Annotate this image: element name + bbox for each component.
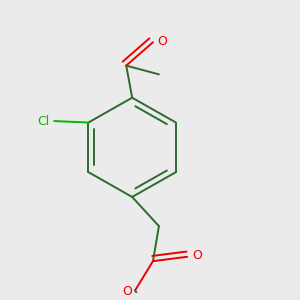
Text: O: O — [193, 249, 202, 262]
Text: Cl: Cl — [37, 115, 49, 128]
Text: O: O — [158, 35, 167, 48]
Text: O: O — [122, 285, 132, 298]
